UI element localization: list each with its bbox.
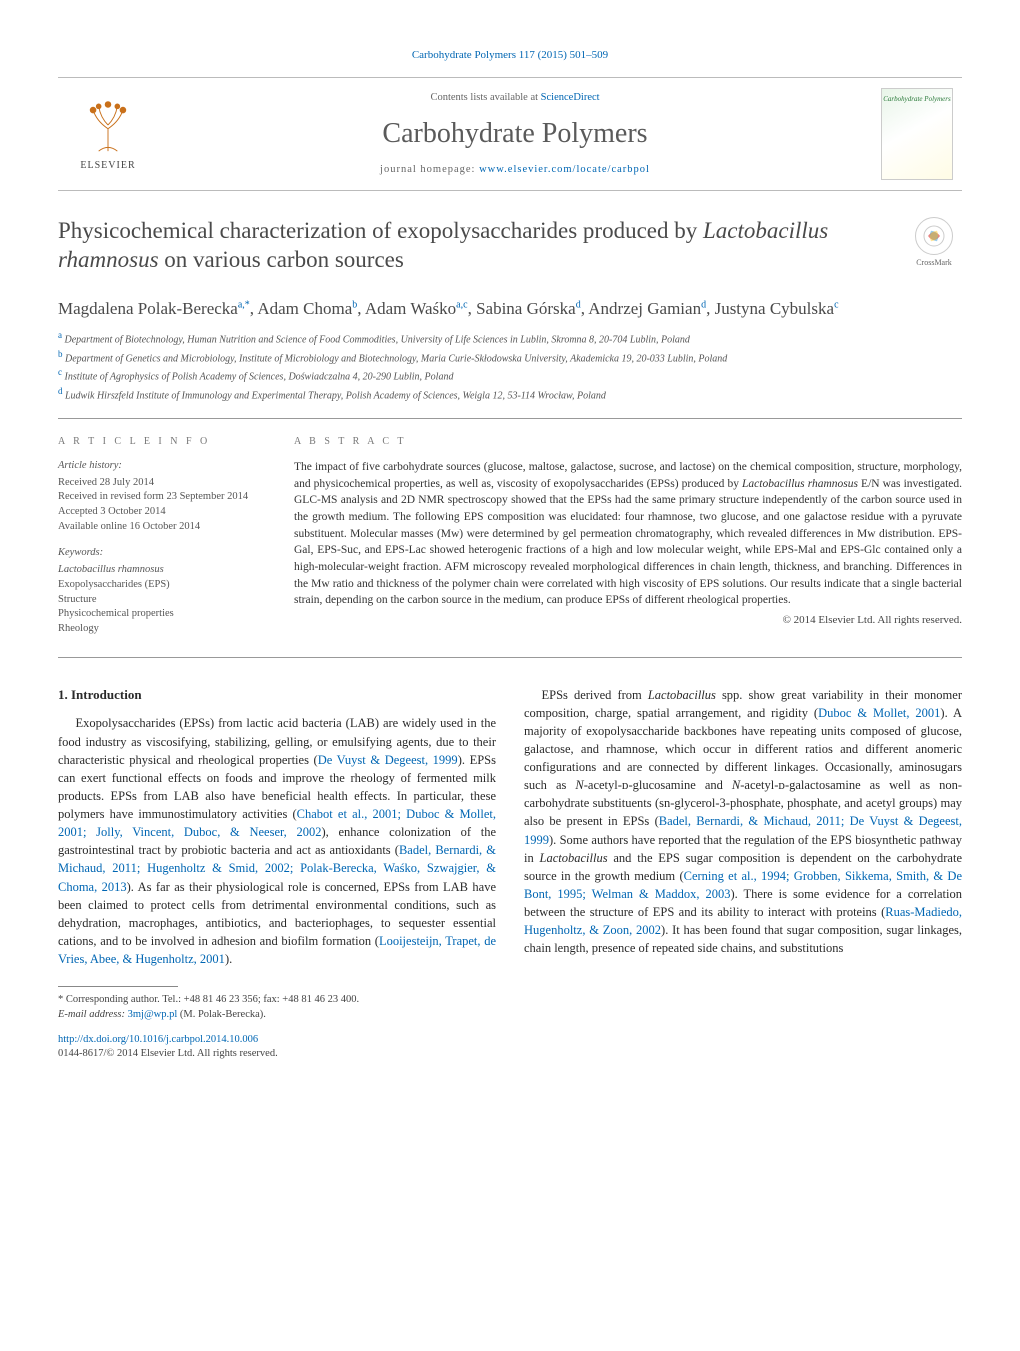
abstract-copyright: © 2014 Elsevier Ltd. All rights reserved… [294,613,962,628]
journal-homepage-line: journal homepage: www.elsevier.com/locat… [158,163,872,178]
doi-link[interactable]: http://dx.doi.org/10.1016/j.carbpol.2014… [58,1034,258,1045]
abstract-rule [58,657,962,658]
author-list: Magdalena Polak-Bereckaa,*, Adam Chomab,… [58,297,962,321]
citation-line: Carbohydrate Polymers 117 (2015) 501–509 [58,48,962,63]
publisher-name: ELSEVIER [80,159,135,173]
history-label: Article history: [58,459,266,474]
footnotes: * Corresponding author. Tel.: +48 81 46 … [58,993,962,1022]
keywords-block: Keywords: Lactobacillus rhamnosusExopoly… [58,546,266,636]
article-title: Physicochemical characterization of exop… [58,217,892,275]
contents-available-line: Contents lists available at ScienceDirec… [158,91,872,106]
homepage-prefix: journal homepage: [380,164,479,175]
crossmark-icon [915,217,953,255]
corresponding-email-line: E-mail address: 3mj@wp.pl (M. Polak-Bere… [58,1008,962,1023]
corresponding-author: * Corresponding author. Tel.: +48 81 46 … [58,993,962,1008]
email-owner: (M. Polak-Berecka). [177,1009,266,1020]
article-info-column: A R T I C L E I N F O Article history: R… [58,435,266,649]
abstract-post: E/N was investigated. GLC-MS analysis an… [294,478,962,607]
publisher-logo-block: ELSEVIER [58,95,158,173]
article-history-block: Article history: Received 28 July 2014Re… [58,459,266,534]
affiliations: a Department of Biotechnology, Human Nut… [58,329,962,404]
keywords-label: Keywords: [58,546,266,561]
body-text: 1. Introduction Exopolysaccharides (EPSs… [58,686,962,969]
cover-label: Carbohydrate Polymers [883,95,950,105]
issn-copyright-line: 0144-8617/© 2014 Elsevier Ltd. All right… [58,1047,962,1062]
elsevier-tree-icon [78,95,138,155]
journal-cover-thumbnail: Carbohydrate Polymers [881,88,953,180]
contents-prefix: Contents lists available at [430,92,540,103]
sciencedirect-link[interactable]: ScienceDirect [541,92,600,103]
crossmark-label: CrossMark [916,257,952,268]
intro-para-2: EPSs derived from Lactobacillus spp. sho… [524,686,962,958]
intro-para-1: Exopolysaccharides (EPSs) from lactic ac… [58,714,496,968]
footnote-rule [58,986,178,987]
journal-name: Carbohydrate Polymers [158,114,872,153]
abstract-heading: A B S T R A C T [294,435,962,449]
ref-devuyst-1999[interactable]: De Vuyst & Degeest, 1999 [318,753,458,767]
masthead: ELSEVIER Contents lists available at Sci… [58,77,962,191]
header-rule [58,418,962,419]
journal-homepage-link[interactable]: www.elsevier.com/locate/carbpol [479,164,650,175]
abstract-text: The impact of five carbohydrate sources … [294,459,962,609]
ref-duboc-2001[interactable]: Duboc & Mollet, 2001 [818,706,940,720]
title-suffix: on various carbon sources [159,247,404,272]
abstract-column: A B S T R A C T The impact of five carbo… [294,435,962,649]
section-heading-intro: 1. Introduction [58,686,496,705]
abstract-species: Lactobacillus rhamnosus [742,478,858,490]
article-info-heading: A R T I C L E I N F O [58,435,266,449]
corresponding-email-link[interactable]: 3mj@wp.pl [128,1009,178,1020]
email-label: E-mail address: [58,1009,128,1020]
doi-line: http://dx.doi.org/10.1016/j.carbpol.2014… [58,1033,962,1048]
crossmark-badge[interactable]: CrossMark [906,217,962,289]
title-prefix: Physicochemical characterization of exop… [58,218,703,243]
